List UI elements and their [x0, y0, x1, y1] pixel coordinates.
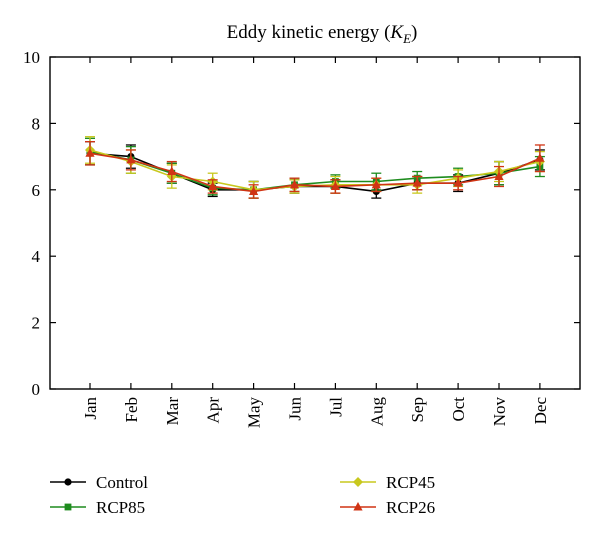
- data-point-rcp26: [535, 153, 545, 162]
- y-tick-label: 10: [23, 48, 40, 67]
- plot-frame: [49, 56, 581, 390]
- legend-label-control: Control: [96, 473, 148, 492]
- data-point-rcp26: [167, 166, 177, 176]
- x-tick-label: Jan: [81, 397, 100, 420]
- data-point-rcp26: [412, 178, 422, 187]
- x-tick-label: Oct: [449, 397, 468, 422]
- y-tick-label: 4: [32, 247, 41, 266]
- legend: Control RCP85 RCP45 RCP26: [50, 473, 435, 517]
- y-tick-label: 6: [32, 181, 41, 200]
- x-tick-label: Feb: [122, 397, 141, 423]
- legend-marker: [64, 478, 72, 486]
- legend-label-rcp45: RCP45: [386, 473, 435, 492]
- series-line-rcp26: [89, 152, 541, 193]
- x-tick-label: May: [245, 397, 264, 429]
- y-tick-label: 0: [32, 380, 41, 399]
- legend-item-rcp45: RCP45: [340, 473, 435, 492]
- legend-marker: [64, 503, 72, 511]
- legend-marker: [353, 477, 363, 487]
- x-tick-label: Mar: [163, 397, 182, 426]
- x-tick-label: Jun: [286, 397, 305, 421]
- legend-marker: [353, 502, 363, 511]
- chart-title: Eddy kinetic energy (KE): [227, 22, 418, 46]
- series-rcp85: [85, 137, 545, 199]
- x-tick-label: Jul: [326, 397, 345, 417]
- data-point-rcp26: [494, 171, 504, 181]
- legend-label-rcp85: RCP85: [96, 498, 145, 517]
- legend-item-rcp26: RCP26: [340, 498, 435, 517]
- data-point-rcp26: [330, 181, 340, 190]
- plot-area: 0 2 4 6 8 10 Jan Feb Mar Apr May Jun Jul Aug Sep Oct Nov…: [23, 48, 581, 429]
- x-tick-label: Dec: [531, 397, 550, 425]
- x-tick-label: Sep: [408, 397, 427, 423]
- data-point-rcp26: [453, 178, 463, 187]
- data-point-rcp26: [126, 154, 136, 164]
- series-line-rcp85: [89, 150, 541, 191]
- data-point-rcp26: [289, 179, 300, 189]
- y-tick-label: 2: [32, 314, 41, 333]
- data-point-rcp26: [208, 181, 218, 190]
- y-tick-label: 8: [32, 114, 41, 133]
- data-point-rcp26: [371, 179, 381, 189]
- series-rcp26: [85, 141, 545, 199]
- legend-label-rcp26: RCP26: [386, 498, 435, 517]
- legend-item-rcp85: RCP85: [50, 498, 145, 517]
- data-point-rcp26: [85, 148, 95, 157]
- x-tick-label: Aug: [367, 397, 386, 427]
- data-point-rcp26: [249, 186, 259, 195]
- x-tick-label: Nov: [490, 397, 509, 427]
- x-tick-label: Apr: [204, 397, 223, 424]
- legend-item-control: Control: [50, 473, 148, 492]
